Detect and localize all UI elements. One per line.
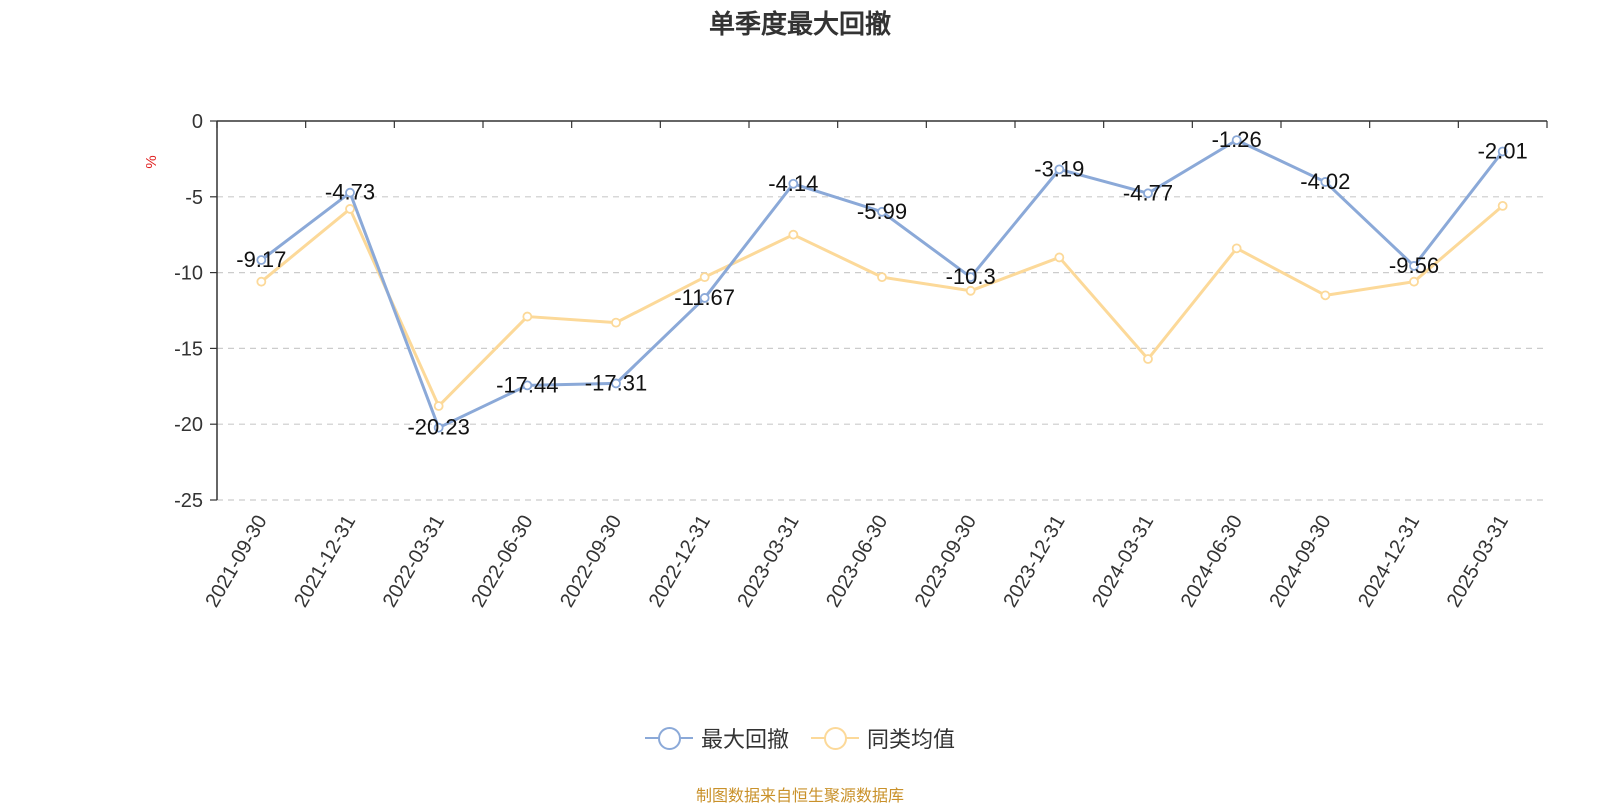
series-line bbox=[260, 204, 1504, 408]
x-tick-label: 2021-12-31 bbox=[290, 512, 360, 612]
y-tick-label: -15 bbox=[174, 338, 203, 360]
x-tick-label: 2022-06-30 bbox=[467, 512, 537, 612]
data-point bbox=[256, 255, 267, 265]
data-label: -2.01 bbox=[1478, 138, 1528, 163]
x-tick-label: 2024-09-30 bbox=[1265, 512, 1335, 612]
data-label: -9.56 bbox=[1389, 253, 1439, 278]
x-tick-label: 2021-09-30 bbox=[201, 512, 271, 612]
data-point bbox=[522, 380, 533, 391]
data-label: -3.19 bbox=[1034, 156, 1084, 181]
data-point bbox=[1497, 200, 1508, 211]
y-tick-label: -10 bbox=[174, 263, 203, 285]
legend: 最大回撤 同类均值 bbox=[0, 722, 1600, 754]
data-point bbox=[345, 187, 355, 198]
x-tick-label: 2023-12-31 bbox=[999, 512, 1069, 612]
data-label: -10.3 bbox=[946, 264, 996, 289]
data-point bbox=[699, 272, 710, 283]
data-label: -5.99 bbox=[857, 199, 907, 224]
data-point bbox=[1231, 135, 1242, 146]
data-point bbox=[965, 285, 976, 296]
data-point bbox=[611, 378, 621, 389]
data-label: -4.77 bbox=[1123, 180, 1173, 205]
data-label: -20.23 bbox=[407, 415, 469, 440]
data-label: -4.02 bbox=[1300, 169, 1350, 194]
data-point bbox=[1143, 188, 1153, 199]
source-note: 制图数据来自恒生聚源数据库 bbox=[695, 786, 904, 805]
data-point bbox=[877, 272, 887, 283]
data-point bbox=[1143, 354, 1153, 364]
data-point bbox=[433, 422, 444, 433]
legend-label: 最大回撤 bbox=[700, 728, 789, 753]
x-tick-label: 2024-06-30 bbox=[1177, 512, 1247, 612]
data-point bbox=[1497, 146, 1508, 157]
data-point bbox=[1409, 276, 1419, 287]
legend-swatch bbox=[811, 726, 859, 750]
x-tick-label: 2022-03-31 bbox=[379, 511, 449, 611]
data-point bbox=[965, 272, 976, 283]
data-point bbox=[1054, 252, 1065, 263]
data-point bbox=[788, 178, 799, 189]
y-tick-label: -25 bbox=[174, 490, 203, 512]
x-tick-label: 2023-03-31 bbox=[733, 512, 803, 612]
data-label: -9.17 bbox=[236, 247, 286, 272]
x-tick-label: 2023-06-30 bbox=[822, 512, 892, 612]
y-tick-label: -20 bbox=[174, 414, 203, 436]
data-point bbox=[699, 293, 710, 303]
x-tick-label: 2023-09-30 bbox=[911, 512, 981, 612]
data-point bbox=[1320, 290, 1331, 301]
x-tick-label: 2025-03-31 bbox=[1443, 512, 1513, 612]
legend-label: 同类均值 bbox=[867, 728, 956, 753]
y-axis-label: % bbox=[143, 155, 160, 168]
data-point bbox=[433, 401, 444, 411]
data-point bbox=[256, 276, 267, 287]
x-tick-label: 2024-12-31 bbox=[1354, 512, 1424, 612]
data-label: -11.67 bbox=[674, 285, 735, 310]
legend-marker bbox=[824, 727, 847, 750]
data-label: -4.73 bbox=[325, 180, 375, 205]
data-point bbox=[1231, 243, 1242, 254]
data-point bbox=[788, 229, 799, 240]
legend-swatch bbox=[644, 726, 693, 750]
data-point bbox=[877, 206, 887, 217]
data-label: -4.14 bbox=[768, 171, 818, 196]
data-point bbox=[522, 311, 533, 322]
x-tick-label: 2022-12-31 bbox=[645, 512, 715, 612]
data-point bbox=[1320, 177, 1331, 187]
y-tick-label: -5 bbox=[185, 187, 203, 209]
data-label: -17.44 bbox=[496, 372, 558, 397]
data-point bbox=[611, 317, 621, 328]
data-point bbox=[345, 204, 355, 214]
data-label: -1.26 bbox=[1212, 127, 1262, 152]
data-label: -17.31 bbox=[585, 370, 647, 395]
legend-item[interactable]: 最大回撤 bbox=[644, 722, 789, 754]
x-tick-label: 2022-09-30 bbox=[556, 512, 626, 612]
data-point bbox=[1054, 164, 1065, 175]
data-point bbox=[1409, 261, 1419, 271]
legend-marker bbox=[657, 727, 681, 750]
legend-item[interactable]: 同类均值 bbox=[811, 722, 955, 754]
x-tick-label: 2024-03-31 bbox=[1088, 512, 1158, 612]
y-tick-label: 0 bbox=[192, 111, 203, 133]
chart-title: 单季度最大回撤 bbox=[708, 10, 891, 40]
